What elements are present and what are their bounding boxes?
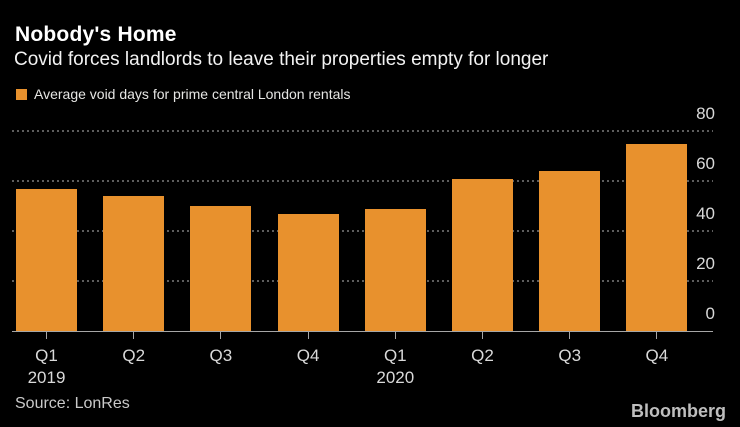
legend-label: Average void days for prime central Lond… bbox=[34, 86, 351, 102]
x-axis-label-q3-2020: Q3 bbox=[558, 346, 582, 365]
source-note: Source: LonRes bbox=[15, 395, 130, 412]
x-axis-label-q4-2020: Q4 bbox=[645, 346, 669, 365]
bar-q2-2020 bbox=[452, 178, 513, 331]
bar-q1-2019 bbox=[16, 188, 77, 331]
bar-q3-2019 bbox=[190, 206, 252, 331]
y-axis-label-60: 60 bbox=[696, 154, 715, 173]
legend-swatch-icon bbox=[16, 88, 27, 100]
x-axis-tick bbox=[46, 332, 47, 339]
legend: Average void days for prime central Lond… bbox=[16, 86, 350, 102]
bar-q3-2020 bbox=[539, 171, 601, 331]
chart-title: Nobody's Home bbox=[15, 23, 177, 46]
gridline-20 bbox=[12, 280, 713, 282]
chart-subtitle: Covid forces landlords to leave their pr… bbox=[14, 49, 549, 70]
y-axis-label-40: 40 bbox=[696, 204, 715, 223]
x-axis-tick bbox=[394, 332, 396, 339]
x-axis-year-label-2020: 2020 bbox=[376, 368, 415, 387]
x-axis-tick bbox=[482, 332, 483, 339]
x-axis-year-label-2019: 2019 bbox=[27, 368, 66, 387]
y-axis-label-80: 80 bbox=[696, 104, 715, 123]
gridline-60 bbox=[12, 180, 713, 182]
gridline-40 bbox=[12, 230, 713, 232]
x-axis-label-q4-2019: Q4 bbox=[296, 346, 320, 365]
x-axis-tick bbox=[656, 332, 658, 339]
x-axis-tick bbox=[307, 332, 309, 339]
x-axis-label-q3-2019: Q3 bbox=[209, 346, 233, 365]
bar-q4-2020 bbox=[626, 143, 688, 331]
x-axis-tick bbox=[569, 332, 571, 339]
x-axis-label-q2-2019: Q2 bbox=[122, 346, 146, 365]
bar-q1-2020 bbox=[364, 208, 426, 331]
bar-q4-2019 bbox=[277, 213, 339, 331]
x-axis-label-q1-2020: Q1 bbox=[383, 346, 407, 365]
x-axis-tick bbox=[220, 332, 222, 339]
x-axis-tick bbox=[133, 332, 135, 339]
x-axis-label-q1-2019: Q1 bbox=[35, 346, 58, 365]
x-axis-label-q2-2020: Q2 bbox=[471, 346, 494, 365]
y-axis-label-20: 20 bbox=[696, 254, 715, 273]
x-axis-line bbox=[12, 331, 713, 332]
y-axis-label-0: 0 bbox=[705, 304, 715, 323]
bar-q2-2019 bbox=[103, 196, 165, 331]
bloomberg-logo: Bloomberg bbox=[630, 401, 726, 421]
gridline-80 bbox=[12, 130, 713, 132]
